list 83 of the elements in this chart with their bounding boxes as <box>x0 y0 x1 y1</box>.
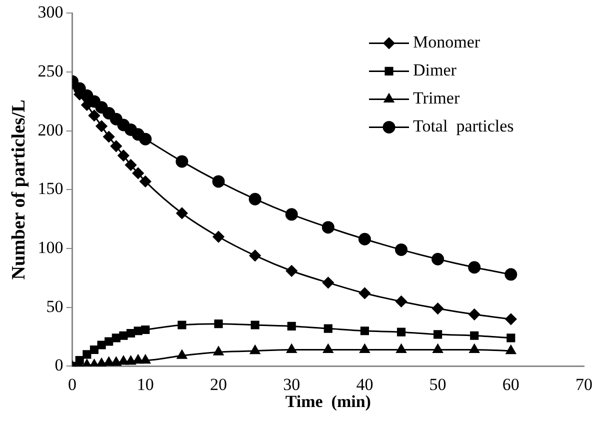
point <box>432 252 444 266</box>
x-tick-label: 60 <box>502 374 520 394</box>
point <box>506 345 516 354</box>
point <box>75 356 84 365</box>
point <box>90 345 99 354</box>
point <box>396 328 406 336</box>
point <box>96 120 108 132</box>
point <box>125 159 137 171</box>
point <box>176 155 188 168</box>
point <box>140 354 150 364</box>
point <box>395 243 408 256</box>
x-tick-label: 30 <box>283 374 300 394</box>
point <box>82 350 92 359</box>
point <box>104 337 114 346</box>
point <box>396 296 407 308</box>
point <box>358 232 371 246</box>
point <box>139 132 152 146</box>
point <box>396 344 406 353</box>
point <box>141 325 150 334</box>
point <box>470 331 479 340</box>
x-tick-label: 40 <box>356 374 374 394</box>
x-tick-label: 70 <box>576 374 592 394</box>
x-tick-label: 10 <box>136 374 154 394</box>
point <box>322 276 334 288</box>
y-tick-label: 200 <box>38 120 64 140</box>
point <box>432 344 443 353</box>
y-tick-label: 300 <box>38 2 64 22</box>
point <box>178 320 186 330</box>
point <box>88 110 100 122</box>
point <box>469 344 480 353</box>
point <box>249 250 261 262</box>
point <box>97 340 106 350</box>
point <box>248 192 262 206</box>
point <box>358 287 370 299</box>
point <box>322 221 334 234</box>
point <box>285 208 298 221</box>
x-tick-label: 50 <box>429 374 446 394</box>
point <box>176 350 188 359</box>
point <box>286 344 297 353</box>
point <box>250 320 260 330</box>
point <box>126 356 136 365</box>
point <box>140 176 152 188</box>
point <box>324 324 332 333</box>
point <box>176 207 188 219</box>
point <box>360 344 370 353</box>
y-axis-title: Number of particles/L <box>8 100 30 280</box>
legend-label: Monomer <box>413 32 480 52</box>
legend-label: Trimer <box>413 88 460 108</box>
point <box>214 320 223 328</box>
point <box>213 346 224 356</box>
point <box>119 331 128 340</box>
point <box>111 356 122 366</box>
x-tick-label: 20 <box>210 374 227 394</box>
point <box>118 150 130 162</box>
point <box>504 268 518 281</box>
point <box>287 322 296 330</box>
point <box>468 261 481 274</box>
y-tick-label: 150 <box>38 179 64 198</box>
point <box>434 330 442 339</box>
x-axis-title: Time (min) <box>285 392 371 412</box>
point <box>468 308 480 320</box>
point <box>250 345 260 354</box>
point <box>506 334 516 342</box>
y-tick-label: 250 <box>38 62 64 80</box>
x-tick-label: 0 <box>68 374 77 394</box>
point <box>286 265 298 277</box>
point <box>110 140 122 152</box>
point <box>133 354 144 364</box>
y-tick-label: 50 <box>46 296 64 316</box>
point <box>505 313 517 325</box>
legend-label: Dimer <box>413 60 457 80</box>
point <box>104 356 114 366</box>
y-tick-label: 0 <box>54 356 64 375</box>
point <box>360 326 369 336</box>
point <box>432 302 444 314</box>
point <box>212 175 225 188</box>
legend-label: Total particles <box>413 116 514 136</box>
point <box>126 328 136 338</box>
point <box>132 167 144 179</box>
point <box>323 344 334 353</box>
y-tick-label: 100 <box>38 238 64 257</box>
point <box>103 131 115 142</box>
point <box>212 231 224 243</box>
